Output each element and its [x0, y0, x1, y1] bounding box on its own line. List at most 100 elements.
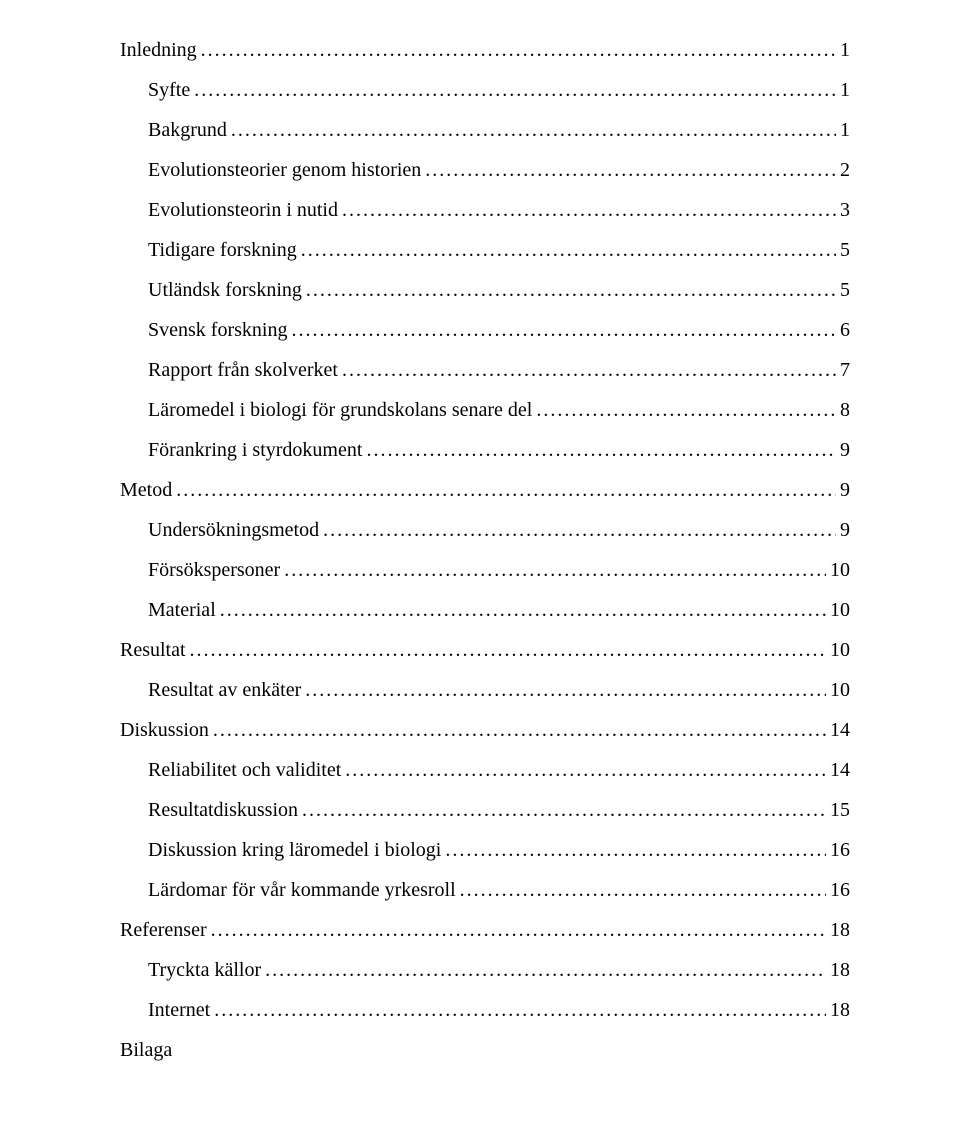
toc-label[interactable]: Evolutionsteorier genom historien	[148, 160, 421, 180]
toc-label[interactable]: Bilaga	[120, 1040, 172, 1060]
toc-entry: Bakgrund 1	[120, 120, 850, 140]
toc-page-number: 1	[840, 80, 850, 100]
toc-entry: Läromedel i biologi för grundskolans sen…	[120, 400, 850, 420]
toc-page-number: 9	[840, 440, 850, 460]
toc-leader	[176, 480, 836, 500]
toc-entry: Undersökningsmetod 9	[120, 520, 850, 540]
toc-leader	[284, 560, 826, 580]
toc-page-number: 9	[840, 520, 850, 540]
toc-leader	[305, 680, 826, 700]
toc-page-number: 16	[830, 880, 850, 900]
toc-leader	[190, 640, 826, 660]
toc-label[interactable]: Utländsk forskning	[148, 280, 302, 300]
toc-leader	[291, 320, 836, 340]
toc-entry: Inledning 1	[120, 40, 850, 60]
toc-entry: Förankring i styrdokument 9	[120, 440, 850, 460]
toc-entry: Diskussion kring läromedel i biologi 16	[120, 840, 850, 860]
toc-leader	[201, 40, 836, 60]
toc-page-number: 10	[830, 600, 850, 620]
toc-page-number: 14	[830, 720, 850, 740]
toc-label[interactable]: Resultat	[120, 640, 186, 660]
toc-entry: Svensk forskning 6	[120, 320, 850, 340]
toc-leader	[231, 120, 836, 140]
toc-page-number: 1	[840, 120, 850, 140]
toc-label[interactable]: Tryckta källor	[148, 960, 261, 980]
toc-page-number: 7	[840, 360, 850, 380]
toc-label[interactable]: Bakgrund	[148, 120, 227, 140]
toc-entry: Försökspersoner 10	[120, 560, 850, 580]
toc-entry: Resultatdiskussion 15	[120, 800, 850, 820]
toc-label[interactable]: Metod	[120, 480, 172, 500]
toc-entry: Referenser 18	[120, 920, 850, 940]
toc-label[interactable]: Tidigare forskning	[148, 240, 297, 260]
toc-label[interactable]: Resultatdiskussion	[148, 800, 298, 820]
toc-entry: Metod 9	[120, 480, 850, 500]
toc-leader	[425, 160, 836, 180]
toc-entry: Reliabilitet och validitet 14	[120, 760, 850, 780]
toc-label[interactable]: Syfte	[148, 80, 190, 100]
toc-leader	[302, 800, 826, 820]
toc-label[interactable]: Referenser	[120, 920, 207, 940]
toc-label[interactable]: Internet	[148, 1000, 210, 1020]
toc-entry: Evolutionsteorier genom historien 2	[120, 160, 850, 180]
toc-leader	[460, 880, 826, 900]
toc-entry: Material 10	[120, 600, 850, 620]
toc-leader	[366, 440, 836, 460]
toc-label[interactable]: Försökspersoner	[148, 560, 280, 580]
toc-leader	[342, 200, 836, 220]
toc-page-number: 15	[830, 800, 850, 820]
toc-leader	[323, 520, 836, 540]
toc-label[interactable]: Material	[148, 600, 216, 620]
toc-entry: Tidigare forskning 5	[120, 240, 850, 260]
toc-label[interactable]: Resultat av enkäter	[148, 680, 301, 700]
toc-leader	[345, 760, 826, 780]
toc-page-number: 5	[840, 280, 850, 300]
toc-page-number: 10	[830, 680, 850, 700]
toc-entry: Utländsk forskning 5	[120, 280, 850, 300]
toc-page-number: 10	[830, 560, 850, 580]
toc-page-number: 8	[840, 400, 850, 420]
toc-leader	[214, 1000, 826, 1020]
toc-label[interactable]: Diskussion	[120, 720, 209, 740]
toc-label[interactable]: Inledning	[120, 40, 197, 60]
toc-label[interactable]: Förankring i styrdokument	[148, 440, 362, 460]
toc-leader	[306, 280, 836, 300]
toc-label[interactable]: Läromedel i biologi för grundskolans sen…	[148, 400, 532, 420]
toc-leader	[536, 400, 836, 420]
toc-page-number: 14	[830, 760, 850, 780]
toc-label[interactable]: Rapport från skolverket	[148, 360, 338, 380]
toc-leader	[342, 360, 836, 380]
toc-label[interactable]: Undersökningsmetod	[148, 520, 319, 540]
toc-page-number: 1	[840, 40, 850, 60]
toc-leader	[445, 840, 826, 860]
toc-entry: Diskussion 14	[120, 720, 850, 740]
toc-label[interactable]: Svensk forskning	[148, 320, 287, 340]
toc-leader	[194, 80, 836, 100]
toc-entry: Resultat av enkäter 10	[120, 680, 850, 700]
toc-label[interactable]: Evolutionsteorin i nutid	[148, 200, 338, 220]
toc-page-number: 2	[840, 160, 850, 180]
toc-leader	[213, 720, 826, 740]
toc-entry: Lärdomar för vår kommande yrkesroll 16	[120, 880, 850, 900]
toc-page-number: 5	[840, 240, 850, 260]
toc-entry: Internet 18	[120, 1000, 850, 1020]
toc-page-number: 10	[830, 640, 850, 660]
toc-leader	[211, 920, 826, 940]
toc-leader	[220, 600, 826, 620]
toc-leader	[301, 240, 836, 260]
toc-page-number: 18	[830, 960, 850, 980]
toc-label[interactable]: Reliabilitet och validitet	[148, 760, 341, 780]
toc-page-number: 18	[830, 920, 850, 940]
toc-entry: Bilaga	[120, 1040, 850, 1060]
toc-page-number: 18	[830, 1000, 850, 1020]
toc-label[interactable]: Lärdomar för vår kommande yrkesroll	[148, 880, 456, 900]
toc-entry: Rapport från skolverket 7	[120, 360, 850, 380]
toc-page-number: 3	[840, 200, 850, 220]
toc-entry: Syfte 1	[120, 80, 850, 100]
toc-page-number: 16	[830, 840, 850, 860]
toc-page-number: 6	[840, 320, 850, 340]
toc-entry: Resultat 10	[120, 640, 850, 660]
toc-page: Inledning 1 Syfte 1 Bakgrund 1 Evolution…	[0, 0, 960, 1123]
toc-label[interactable]: Diskussion kring läromedel i biologi	[148, 840, 441, 860]
toc-entry: Evolutionsteorin i nutid 3	[120, 200, 850, 220]
